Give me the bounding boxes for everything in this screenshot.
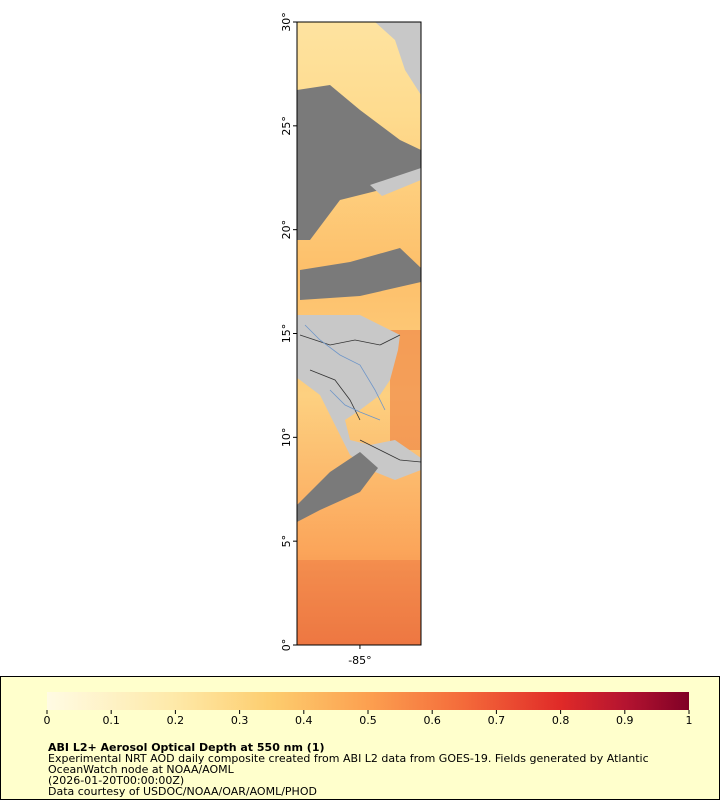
y-tick-label: 25° xyxy=(280,116,293,136)
cloud xyxy=(297,452,378,522)
cloud xyxy=(300,248,421,300)
colorbar-tick-label: 0.8 xyxy=(552,714,570,727)
colorbar-tick-label: 0.6 xyxy=(423,714,441,727)
colorbar-tick-label: 0.5 xyxy=(359,714,377,727)
map xyxy=(296,21,422,646)
colorbar-tick-label: 0.9 xyxy=(616,714,634,727)
border xyxy=(359,439,422,463)
colorbar-tick-label: 0.3 xyxy=(231,714,249,727)
colorbar xyxy=(47,692,689,710)
river xyxy=(304,324,386,411)
land xyxy=(297,315,421,480)
colorbar-tick-label: 0.4 xyxy=(295,714,313,727)
land xyxy=(370,168,421,196)
aod-high xyxy=(297,560,421,645)
land xyxy=(375,22,421,95)
legend-title: ABI L2+ Aerosol Optical Depth at 550 nm … xyxy=(48,741,325,754)
y-tick-label: 5° xyxy=(280,535,293,548)
legend-line: (2026-01-20T00:00:00Z) xyxy=(48,774,184,787)
colorbar-tick-label: 0.2 xyxy=(167,714,185,727)
colorbar-tick-label: 0.1 xyxy=(102,714,120,727)
legend-line: Experimental NRT AOD daily composite cre… xyxy=(48,752,649,765)
y-tick-label: 30° xyxy=(280,12,293,32)
colorbar-tick-label: 1 xyxy=(686,714,693,727)
border xyxy=(299,334,401,346)
colorbar-tick-label: 0 xyxy=(44,714,51,727)
y-tick-label: 20° xyxy=(280,220,293,240)
legend-line: OceanWatch node at NOAA/AOML xyxy=(48,763,235,776)
y-tick-label: 15° xyxy=(280,324,293,344)
y-tick-label: 10° xyxy=(280,428,293,448)
legend-line: Data courtesy of USDOC/NOAA/OAR/AOML/PHO… xyxy=(48,785,317,798)
colorbar-tick-label: 0.7 xyxy=(488,714,506,727)
x-tick-label: -85° xyxy=(348,654,371,667)
y-tick-label: 0° xyxy=(280,639,293,652)
cloud xyxy=(297,85,421,240)
river xyxy=(329,389,381,421)
